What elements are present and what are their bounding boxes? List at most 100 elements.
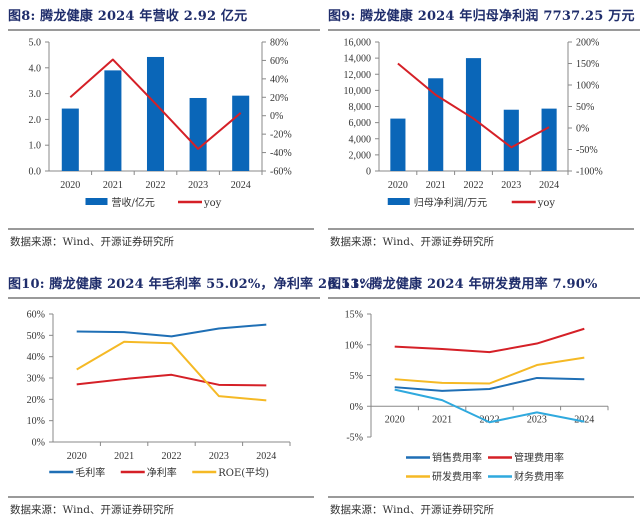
y-tick-label: 60% — [27, 310, 45, 321]
x-tick-label: 2022 — [162, 451, 182, 462]
y-right-tick-label: 200% — [576, 38, 599, 49]
y-right-tick-label: -40% — [270, 148, 292, 159]
title-divider — [328, 297, 640, 299]
y-right-tick-label: -100% — [576, 167, 603, 178]
source-divider — [328, 496, 634, 498]
y-tick-label: 10,000 — [344, 86, 372, 97]
y-tick-label: 0% — [350, 402, 363, 413]
y-right-tick-label: -60% — [270, 167, 292, 178]
figure-8-panel: 图8: 腾龙健康 2024 年营收 2.92 亿元 0.0 1.0 2.0 3.0 4.… — [8, 0, 320, 248]
chart-title: 图8: 腾龙健康 2024 年营收 2.92 亿元 — [8, 9, 248, 24]
y-tick-label: 0% — [32, 438, 45, 449]
x-tick-label: 2020 — [67, 451, 87, 462]
y-tick-label: 10% — [27, 416, 45, 427]
chart-title: 图10: 腾龙健康 2024 年毛利率 55.02%，净利率 26.53% — [8, 277, 373, 292]
bar-2022 — [146, 56, 165, 171]
legend-label: yoy — [203, 198, 222, 209]
y-tick-label: 12,000 — [344, 70, 372, 81]
y-right-tick-label: 80% — [270, 38, 288, 49]
y-tick-label: 6,000 — [349, 118, 372, 129]
y-tick-label: 0 — [366, 167, 371, 178]
y-right-tick-label: -50% — [576, 145, 598, 156]
bar-2023 — [189, 97, 207, 171]
x-tick-label: 2024 — [256, 451, 276, 462]
y-tick-label: -5% — [346, 433, 363, 444]
series-line-2 — [76, 340, 267, 402]
margin-chart: 0% 10% 20% 30% 40% 50% 60% 2020 2021 2022 2023 2024… — [27, 310, 291, 479]
series-line-1 — [76, 373, 267, 387]
y-tick-label: 5.0 — [29, 38, 42, 49]
y-tick-label: 4.0 — [29, 63, 42, 74]
y-tick-label: 14,000 — [344, 54, 372, 65]
series-line-1 — [394, 327, 585, 354]
y-tick-label: 3.0 — [29, 89, 42, 100]
y-right-tick-label: 100% — [576, 81, 599, 92]
y-tick-label: 4,000 — [349, 134, 372, 145]
figure-10-panel: 图10: 腾龙健康 2024 年毛利率 55.02%，净利率 26.53% 0%… — [8, 268, 373, 516]
x-tick-label: 2020 — [388, 180, 408, 191]
legend-label: ROE(平均) — [218, 467, 269, 479]
revenue-chart: 0.0 1.0 2.0 3.0 4.0 5.0 2020 2021 2022 2023 2024 -6… — [29, 38, 292, 210]
y-tick-label: 20% — [27, 395, 45, 406]
y-right-tick-label: 50% — [576, 102, 594, 113]
bar-2020 — [390, 118, 406, 171]
y-right-tick-label: 20% — [270, 93, 288, 104]
bar-2024 — [541, 108, 557, 171]
chart-title: 图9: 腾龙健康 2024 年归母净利润 7737.25 万元 — [328, 9, 635, 24]
expense-ratio-chart: -5% 0% 5% 10% 15% 2020 2021 2022 2023 2024 销售费用率 管理… — [345, 310, 609, 483]
bar-2021 — [104, 70, 122, 171]
legend-label: 研发费用率 — [432, 470, 482, 483]
legend-swatch — [85, 198, 108, 205]
bar-2022 — [465, 58, 482, 171]
source-divider — [328, 228, 634, 230]
series-line-0 — [76, 323, 267, 338]
legend-label: 营收/亿元 — [112, 196, 155, 209]
bar-2020 — [61, 108, 79, 171]
x-tick-label: 2023 — [501, 180, 521, 191]
x-tick-label: 2024 — [539, 180, 559, 191]
legend-label: yoy — [537, 198, 556, 209]
x-tick-label: 2020 — [60, 180, 80, 191]
y-tick-label: 16,000 — [344, 38, 372, 49]
y-tick-label: 10% — [345, 340, 363, 351]
source-note: 数据来源：Wind、开源证券研究所 — [330, 236, 494, 248]
title-divider — [8, 297, 320, 299]
y-tick-label: 1.0 — [29, 141, 42, 152]
net-profit-chart: 0 2,000 4,000 6,000 8,000 10,000 12,000 14,000 1… — [344, 38, 603, 210]
bar-2023 — [503, 109, 519, 171]
legend-label: 管理费用率 — [514, 451, 564, 464]
y-right-tick-label: 0% — [270, 111, 283, 122]
x-tick-label: 2024 — [574, 414, 594, 425]
x-tick-label: 2023 — [209, 451, 229, 462]
x-tick-label: 2023 — [527, 414, 547, 425]
x-tick-label: 2022 — [480, 414, 500, 425]
title-divider — [8, 29, 320, 31]
chart-title: 图11: 腾龙健康 2024 年研发费用率 7.90% — [328, 277, 598, 292]
y-tick-label: 15% — [345, 310, 363, 321]
source-note: 数据来源：Wind、开源证券研究所 — [330, 504, 494, 516]
bar-2024 — [232, 95, 250, 171]
source-divider — [8, 228, 314, 230]
y-right-tick-label: 60% — [270, 56, 288, 67]
series-line-2 — [394, 356, 585, 385]
x-tick-label: 2023 — [188, 180, 208, 191]
y-right-tick-label: 0% — [576, 124, 589, 135]
x-tick-label: 2021 — [114, 451, 134, 462]
legend-label: 毛利率 — [75, 466, 105, 479]
x-tick-label: 2020 — [385, 414, 405, 425]
title-divider — [328, 29, 640, 31]
x-tick-label: 2022 — [146, 180, 166, 191]
legend-label: 销售费用率 — [432, 451, 482, 464]
bar-2021 — [428, 78, 444, 171]
legend-label: 净利率 — [147, 466, 177, 479]
source-note: 数据来源：Wind、开源证券研究所 — [10, 236, 174, 248]
y-right-tick-label: 150% — [576, 59, 599, 70]
y-tick-label: 0.0 — [29, 167, 42, 178]
x-tick-label: 2022 — [464, 180, 484, 191]
y-tick-label: 30% — [27, 374, 45, 385]
x-tick-label: 2021 — [432, 414, 452, 425]
x-tick-label: 2021 — [426, 180, 446, 191]
source-divider — [8, 496, 314, 498]
x-tick-label: 2024 — [231, 180, 251, 191]
legend-label: 归母净利润/万元 — [414, 196, 487, 209]
